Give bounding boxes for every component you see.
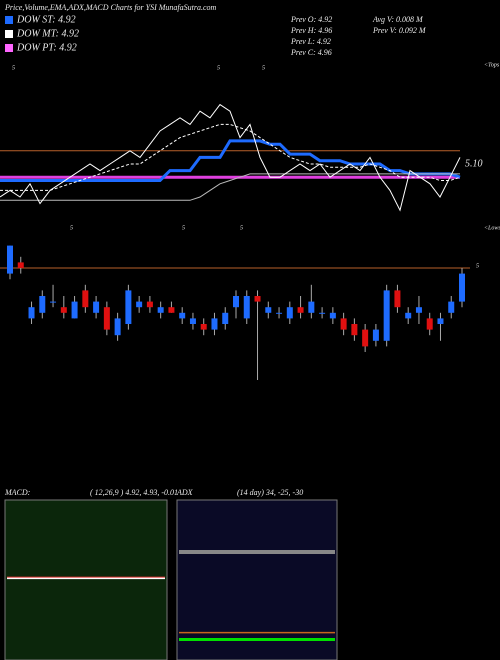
legend-label: DOW PT: 4.92 (16, 42, 77, 53)
candle-body (276, 312, 283, 314)
price-line (0, 173, 460, 201)
candle-body (28, 307, 35, 319)
candle-body (179, 312, 186, 319)
legend-label: DOW MT: 4.92 (16, 28, 79, 39)
candle-body (17, 262, 24, 268)
legend-swatch (5, 16, 13, 24)
low-mark: 5 (240, 225, 243, 231)
candle-body (125, 290, 132, 324)
panel-title: MACD: (4, 488, 31, 497)
candle-body (286, 307, 293, 319)
panel-params: ( 12,26,9 ) 4.92, 4.93, -0.01 (90, 488, 178, 497)
candle-body (383, 290, 390, 341)
candle-body (297, 307, 304, 313)
lows-label: <Lows (484, 225, 500, 231)
tops-label: <Tops (484, 62, 500, 68)
candle-body (459, 273, 465, 302)
candle-body (103, 307, 110, 330)
top-mark: 5 (217, 65, 220, 71)
candle-body (222, 312, 229, 324)
top-mark: 5 (262, 65, 265, 71)
low-mark: 5 (70, 225, 73, 231)
panel-box (176, 499, 338, 660)
candle-body (233, 296, 239, 308)
stat-label: Prev O: 4.92 (290, 15, 332, 24)
candle-body (405, 312, 412, 319)
panel-params: (14 day) 34, -25, -30 (237, 488, 303, 497)
price-line (0, 103, 461, 212)
candle-body (351, 324, 358, 336)
price-line (0, 139, 461, 182)
candle-body (308, 301, 315, 313)
legend-label: DOW ST: 4.92 (16, 14, 76, 25)
candle-body (114, 318, 121, 336)
candle-body (7, 245, 13, 274)
candle-body (426, 318, 433, 330)
candle-body (136, 301, 143, 308)
candle-body (340, 318, 347, 330)
candle-body (211, 318, 218, 330)
candle-body (189, 318, 196, 324)
candle-body (146, 301, 153, 308)
candle-body (71, 301, 78, 319)
legend-swatch (5, 30, 13, 38)
page-title: Price,Volume,EMA,ADX,MACD Charts for YSI… (4, 3, 217, 12)
low-mark: 5 (182, 225, 185, 231)
candle-body (415, 307, 422, 313)
candle-body (39, 296, 46, 313)
candle-body (93, 301, 100, 313)
candle-body (437, 318, 444, 324)
candle-body (329, 312, 336, 319)
candle-body (265, 307, 272, 313)
candle-body (243, 296, 250, 319)
stat-label: Avg V: 0.008 M (372, 15, 424, 24)
candle-body (168, 307, 175, 313)
stat-label: Prev H: 4.96 (290, 26, 332, 35)
candle-body (448, 301, 455, 313)
candle-body (157, 307, 164, 313)
candle-body (82, 290, 89, 308)
panel-title: ADX (176, 488, 194, 497)
candle-body (394, 290, 401, 308)
stat-label: Prev C: 4.96 (290, 48, 332, 57)
candle-body (50, 301, 57, 303)
panel-box (4, 499, 168, 660)
stat-label: Prev L: 4.92 (290, 37, 331, 46)
y-tick-label: 5 (476, 263, 479, 269)
candle-body (200, 324, 207, 330)
candle-body (319, 312, 326, 314)
top-mark: 5 (12, 65, 15, 71)
stat-label: Prev V: 0.092 M (372, 26, 427, 35)
candle-body (60, 307, 67, 313)
candle-body (362, 329, 369, 347)
legend-swatch (5, 44, 13, 52)
candle-body (372, 329, 379, 341)
y-tick-label: 5.10 (465, 158, 483, 169)
candle-body (254, 296, 261, 302)
